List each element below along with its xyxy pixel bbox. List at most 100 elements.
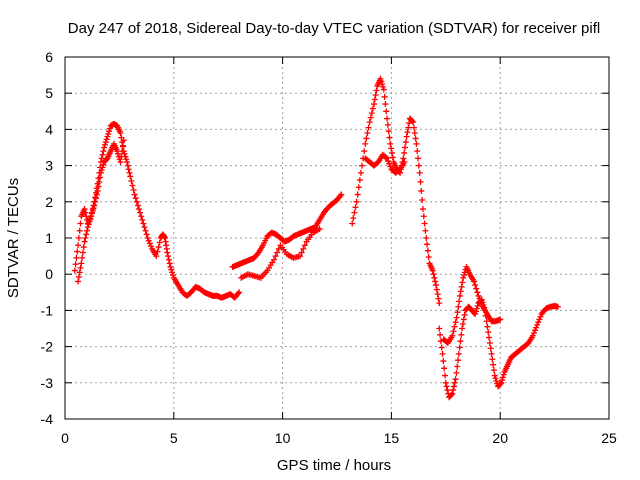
data-point [364,130,371,137]
data-point [415,155,422,162]
y-tick-label: -1 [41,302,54,318]
data-point [88,213,95,220]
data-point [353,198,360,205]
data-point [169,272,176,279]
data-point [410,124,417,131]
data-point [370,101,377,108]
data-point [367,114,374,121]
data-point [444,387,451,394]
data-point [366,119,373,126]
data-point [488,350,495,357]
data-point [382,154,389,161]
data-point [500,371,507,378]
data-point [459,320,466,327]
data-point [166,260,173,267]
data-point [274,249,281,256]
y-tick-label: 0 [45,266,53,282]
data-point [380,86,387,93]
data-point [361,148,368,155]
data-point [424,247,431,254]
data-point [529,332,536,339]
data-point [127,173,134,180]
data-point [93,195,100,202]
data-point [440,358,447,365]
data-point [459,279,466,286]
data-point [106,125,113,132]
data-point [82,209,89,216]
y-tick-label: -3 [41,375,54,391]
data-point [453,314,460,321]
data-point [169,269,176,276]
data-point [156,239,163,246]
data-point [167,263,174,270]
data-point [384,115,391,122]
data-layer [71,75,561,401]
data-point [77,264,84,271]
data-point [441,372,448,379]
data-point [134,202,141,209]
data-point [449,332,456,339]
data-point [386,160,393,167]
data-point [388,149,395,156]
data-point [454,363,461,370]
data-point [95,183,102,190]
data-point [418,187,425,194]
data-point [417,178,424,185]
data-point [91,202,98,209]
data-point [124,158,131,165]
data-point [75,235,82,241]
data-point [457,338,464,345]
data-point [474,302,481,309]
data-point [126,169,133,176]
data-point [441,365,448,372]
data-point [372,92,379,99]
data-point [236,289,243,296]
data-point [168,266,175,273]
data-point [99,151,106,158]
data-point [476,295,483,302]
y-tick-label: 4 [45,121,53,137]
data-point [484,323,491,330]
y-tick-label: 2 [45,194,53,210]
data-point [144,235,151,241]
data-point [379,83,386,90]
data-point [133,198,140,205]
data-point [382,101,389,108]
data-point [74,248,81,255]
data-point [450,387,457,394]
data-point [433,286,440,293]
data-point [498,379,505,386]
data-point [381,93,388,100]
data-point [461,311,468,318]
data-point [105,130,112,137]
data-point [402,139,409,146]
series-track-1 [71,120,243,301]
data-point [354,191,361,198]
data-point [412,135,419,142]
x-tick-label: 20 [492,430,508,446]
data-point [455,357,462,364]
data-point [460,274,467,281]
data-point [83,231,90,238]
data-point [143,231,150,238]
data-point [453,369,460,376]
data-point [349,220,356,227]
data-point [423,235,430,241]
data-point [414,148,421,155]
data-point [474,289,481,296]
data-point [77,220,84,227]
data-point [497,316,504,323]
data-point [435,295,442,302]
data-point [363,135,370,142]
data-point [106,128,113,135]
data-point [384,155,391,162]
data-point [93,191,100,198]
data-point [452,376,459,383]
y-tick-label: -2 [41,339,54,355]
data-point [139,216,146,223]
data-point [125,166,132,173]
data-point [451,323,458,330]
data-point [85,221,92,228]
data-point [119,142,126,149]
data-point [316,225,323,232]
